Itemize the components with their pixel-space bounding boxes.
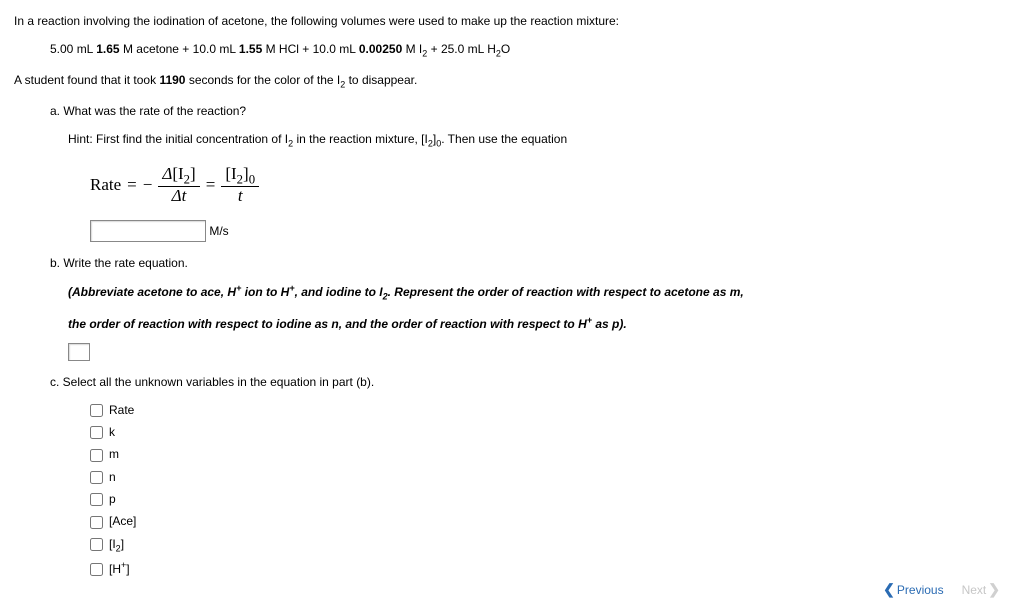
cb-rate[interactable]: [90, 404, 103, 417]
denominator: Δt: [168, 187, 191, 206]
fraction-2: [I2]0 t: [221, 165, 259, 206]
cb-k[interactable]: [90, 426, 103, 439]
cb-hplus[interactable]: [90, 563, 103, 576]
t: t: [182, 186, 187, 205]
mix-part: O: [501, 42, 510, 56]
reaction-mixture: 5.00 mL 1.65 M acetone + 10.0 mL 1.55 M …: [50, 40, 1010, 61]
mix-bold: 1.65: [96, 42, 119, 56]
cb-row-k: k: [86, 423, 1010, 442]
cb-row-i2: [I2]: [86, 535, 1010, 556]
cb-label: n: [109, 470, 116, 484]
next-label: Next: [962, 583, 987, 597]
next-button: Next❯: [962, 579, 1000, 600]
rate-answer-row: M/s: [90, 220, 1010, 242]
part-c-question: c. Select all the unknown variables in t…: [50, 373, 1010, 391]
equals: =: [127, 172, 137, 198]
cb-m[interactable]: [90, 449, 103, 462]
sub-2: 2: [237, 172, 243, 186]
mix-part: 5.00 mL: [50, 42, 96, 56]
cb-row-rate: Rate: [86, 401, 1010, 420]
cb-row-m: m: [86, 445, 1010, 464]
delta: Δ: [162, 164, 172, 183]
mix-bold: 0.00250: [359, 42, 402, 56]
cb-label: k: [109, 425, 115, 439]
txt: ]: [126, 562, 129, 576]
txt: ]: [121, 537, 124, 551]
txt: A student found that it took: [14, 73, 159, 87]
checkbox-list: Rate k m n p [Ace] [I2] [H+]: [86, 401, 1010, 579]
cb-label: p: [109, 492, 116, 506]
rate-label: Rate: [90, 172, 121, 198]
txt: Hint: First find the initial concentrati…: [68, 132, 288, 146]
numerator: Δ[I2]: [158, 165, 199, 187]
cb-n[interactable]: [90, 471, 103, 484]
cb-label: [Ace]: [109, 514, 136, 528]
delta: Δ: [172, 186, 182, 205]
fraction-1: Δ[I2] Δt: [158, 165, 199, 206]
numerator: [I2]0: [221, 165, 259, 187]
denominator: t: [234, 187, 247, 206]
cb-label: Rate: [109, 403, 134, 417]
cb-label: m: [109, 447, 119, 461]
intro-line-2: A student found that it took 1190 second…: [14, 71, 1010, 92]
intro-line-1: In a reaction involving the iodination o…: [14, 12, 1010, 30]
cb-row-ace: [Ace]: [86, 512, 1010, 531]
mix-bold: 1.55: [239, 42, 262, 56]
time-bold: 1190: [159, 73, 185, 87]
txt: ion to H: [241, 285, 289, 299]
txt: (Abbreviate acetone to ace, H: [68, 285, 236, 299]
cb-label: [H+]: [109, 562, 130, 576]
txt: . Then use the equation: [441, 132, 567, 146]
part-a-hint: Hint: First find the initial concentrati…: [68, 130, 1010, 151]
txt: , and iodine to I: [295, 285, 383, 299]
txt: [I: [109, 537, 116, 551]
txt: . Represent the order of reaction with r…: [388, 285, 744, 299]
cb-ace[interactable]: [90, 516, 103, 529]
rate-equation-input[interactable]: [68, 343, 90, 361]
sub-2: 2: [184, 172, 190, 186]
previous-button[interactable]: ❮Previous: [883, 579, 943, 600]
cb-row-hplus: [H+]: [86, 559, 1010, 579]
mix-part: M HCl + 10.0 mL: [262, 42, 359, 56]
part-b-instruction-2: the order of reaction with respect to io…: [68, 314, 1010, 333]
minus: −: [143, 172, 153, 198]
txt: the order of reaction with respect to io…: [68, 317, 587, 331]
part-a-question: a. What was the rate of the reaction?: [50, 102, 1010, 120]
mix-part: + 25.0 mL H: [427, 42, 496, 56]
intro-text: In a reaction involving the iodination o…: [14, 14, 619, 28]
mix-part: M acetone + 10.0 mL: [120, 42, 239, 56]
part-b-question: b. Write the rate equation.: [50, 254, 1010, 272]
txt: as p).: [592, 317, 627, 331]
txt: to disappear.: [345, 73, 417, 87]
txt: in the reaction mixture, [I: [293, 132, 428, 146]
prev-label: Previous: [897, 583, 944, 597]
cb-row-n: n: [86, 468, 1010, 487]
chevron-right-icon: ❯: [988, 581, 1000, 597]
cb-i2[interactable]: [90, 538, 103, 551]
equals: =: [206, 172, 216, 198]
rate-unit: M/s: [209, 224, 228, 238]
txt: seconds for the color of the I: [185, 73, 340, 87]
chevron-left-icon: ❮: [883, 581, 895, 597]
rate-equation-row: [68, 343, 1010, 361]
cb-label: [I2]: [109, 537, 124, 551]
rate-formula: Rate = − Δ[I2] Δt = [I2]0 t: [90, 165, 1010, 206]
nav-footer: ❮Previous Next❯: [883, 579, 1000, 600]
rate-input[interactable]: [90, 220, 206, 242]
cb-p[interactable]: [90, 493, 103, 506]
sub-0: 0: [249, 172, 255, 186]
part-b-instruction-1: (Abbreviate acetone to ace, H+ ion to H+…: [68, 282, 1010, 304]
cb-row-p: p: [86, 490, 1010, 509]
txt: [H: [109, 562, 121, 576]
mix-part: M I: [402, 42, 422, 56]
